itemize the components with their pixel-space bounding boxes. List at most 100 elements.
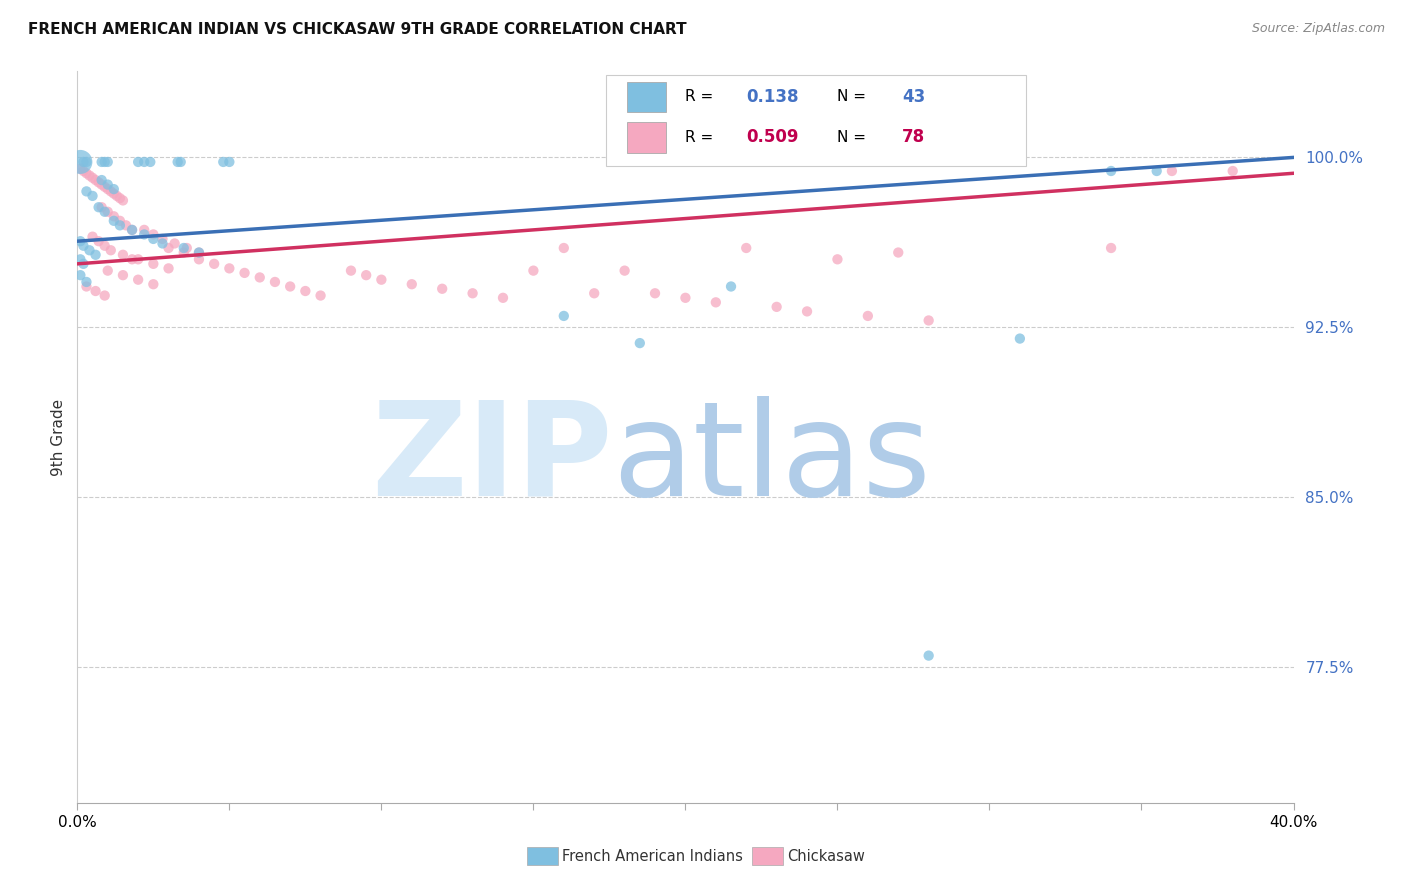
Point [115,219,138,233]
Text: French American Indians: French American Indians [562,849,744,863]
Point [188,245,211,260]
Point [90,200,112,214]
Y-axis label: 9th Grade: 9th Grade [51,399,66,475]
Point [72,164,94,178]
Point [105,189,128,203]
Point [340,263,363,277]
Point [401,277,423,292]
Point [188,252,211,267]
Point [103,182,125,196]
Point [1161,164,1184,178]
Point [97,178,120,192]
Point [97,182,120,196]
Point [461,286,484,301]
Point [103,214,125,228]
Point [87,200,110,214]
Point [84,173,107,187]
FancyBboxPatch shape [606,75,1026,167]
Text: Chickasaw: Chickasaw [787,849,865,863]
Point [354,268,377,282]
Point [108,219,131,233]
Point [111,194,134,208]
Point [84,284,107,298]
Point [103,186,125,201]
Point [430,282,453,296]
Point [79,244,101,258]
Point [69,252,91,267]
Point [111,248,134,262]
Point [188,245,211,260]
Point [103,209,125,223]
Point [553,241,575,255]
Point [1099,241,1122,255]
Point [90,173,112,187]
Point [121,252,143,267]
Point [1008,332,1031,346]
Point [918,648,941,663]
Text: N =: N = [838,130,872,145]
Point [157,241,180,255]
Point [90,155,112,169]
Point [100,185,122,199]
Point [796,304,818,318]
Point [264,275,287,289]
Point [127,252,149,267]
Point [142,257,165,271]
Point [97,155,120,169]
Point [152,232,174,246]
Point [142,227,165,242]
Point [84,248,107,262]
Text: 0.509: 0.509 [747,128,799,146]
Point [553,309,575,323]
Point [93,288,115,302]
Text: 0.138: 0.138 [747,88,799,106]
Text: R =: R = [686,89,718,104]
Point [212,155,235,169]
Point [87,234,110,248]
Point [72,257,94,271]
Point [704,295,727,310]
Point [1146,164,1168,178]
Point [166,155,188,169]
Point [1099,164,1122,178]
Text: 43: 43 [901,88,925,106]
Point [644,286,666,301]
Point [82,229,104,244]
Point [79,169,101,183]
Point [127,273,149,287]
Point [93,204,115,219]
Point [87,175,110,189]
Point [134,227,156,242]
Point [134,155,156,169]
Point [108,191,131,205]
Point [309,288,332,302]
Point [492,291,515,305]
Point [765,300,787,314]
Point [887,245,910,260]
Point [69,155,91,169]
Point [176,241,198,255]
Point [918,313,941,327]
Point [157,261,180,276]
Point [856,309,879,323]
Point [613,263,636,277]
Point [522,263,544,277]
Point [93,179,115,194]
Point [628,336,651,351]
Point [233,266,256,280]
Bar [627,81,666,112]
Text: Source: ZipAtlas.com: Source: ZipAtlas.com [1251,22,1385,36]
Point [69,161,91,176]
Point [100,244,122,258]
Text: FRENCH AMERICAN INDIAN VS CHICKASAW 9TH GRADE CORRELATION CHART: FRENCH AMERICAN INDIAN VS CHICKASAW 9TH … [28,22,686,37]
Point [111,268,134,282]
Point [127,155,149,169]
Point [173,245,195,260]
Point [121,223,143,237]
Point [173,241,195,255]
Point [93,155,115,169]
Point [69,234,91,248]
Point [170,155,193,169]
Point [720,279,742,293]
Point [278,279,301,293]
